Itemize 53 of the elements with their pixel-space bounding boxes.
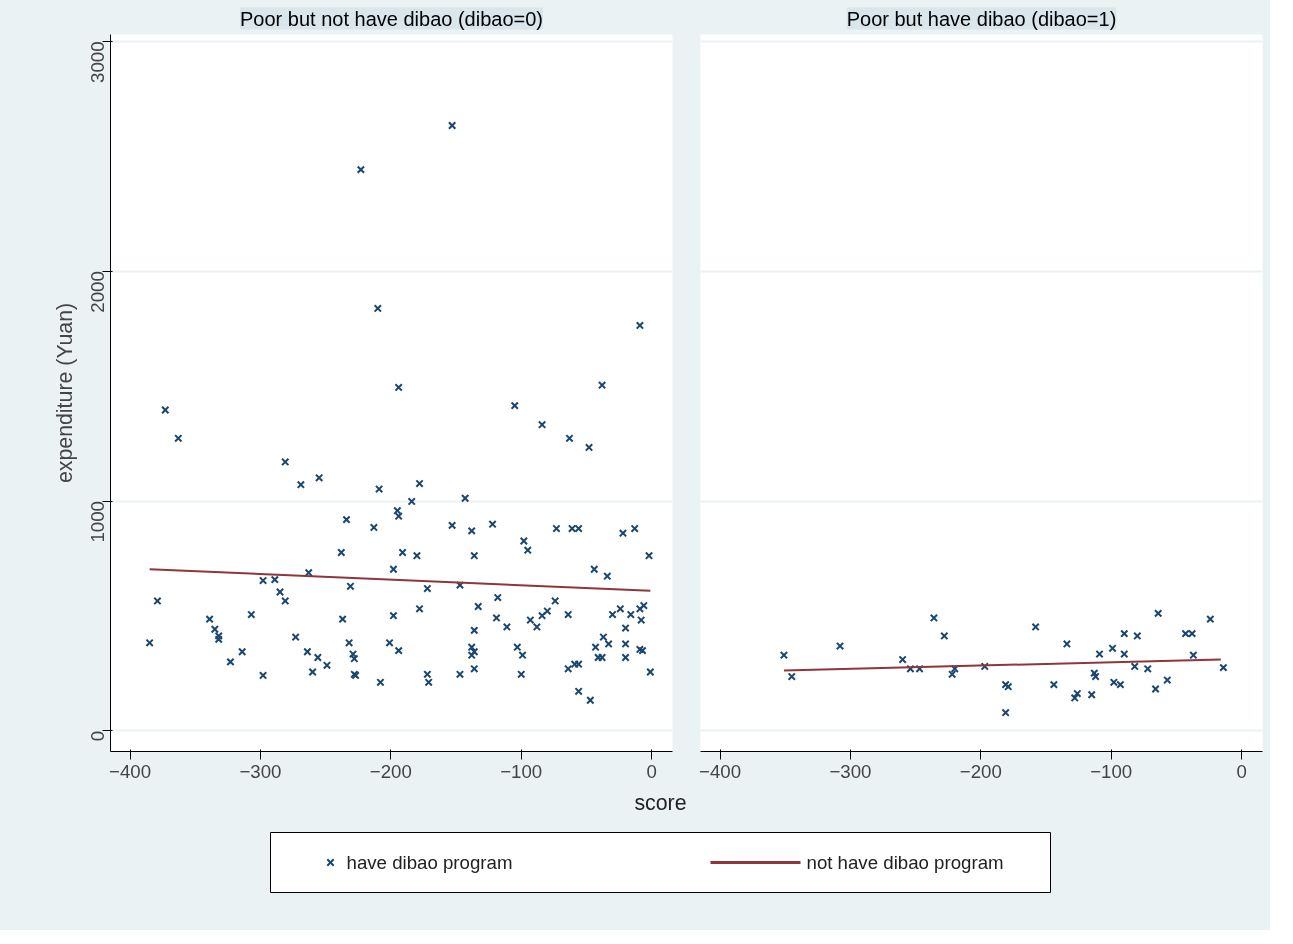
point — [1062, 639, 1072, 649]
point — [1001, 708, 1010, 717]
x-tick-label: −400 — [109, 760, 152, 782]
x-tick-label: −200 — [369, 760, 412, 782]
point — [947, 670, 957, 679]
point — [787, 672, 796, 681]
point — [1143, 664, 1152, 673]
point — [1004, 682, 1013, 691]
x-tick-label: 0 — [646, 760, 657, 782]
point — [980, 662, 989, 671]
point — [1130, 662, 1139, 671]
x-tick-label: −100 — [1090, 760, 1133, 782]
x-axis-title: score — [634, 790, 687, 815]
x-tick-label: −300 — [829, 760, 872, 782]
x-tick-label: −300 — [239, 760, 282, 782]
chart-title: Poor but have dibao (dibao=1) — [846, 7, 1117, 30]
x-tick-label: 0 — [1236, 760, 1247, 782]
point — [1219, 663, 1228, 672]
point — [1095, 649, 1104, 659]
point — [1163, 675, 1172, 685]
x-tick-label: −200 — [959, 760, 1002, 782]
point — [1001, 680, 1010, 689]
legend-label: have dibao program — [346, 852, 513, 873]
point — [1049, 680, 1059, 689]
point — [835, 641, 845, 651]
point — [1189, 651, 1198, 660]
y-tick-label: 3000 — [87, 41, 108, 83]
point — [1133, 631, 1142, 641]
x-tick-label: −100 — [500, 760, 543, 782]
point — [1073, 689, 1082, 698]
y-tick-label: 0 — [87, 730, 108, 742]
point — [940, 631, 949, 641]
point — [1070, 693, 1079, 703]
y-tick-label: 1000 — [87, 501, 108, 543]
point — [898, 655, 907, 664]
point — [1031, 622, 1040, 632]
point — [1087, 690, 1096, 699]
y-axis-title: expenditure (Yuan) — [52, 302, 77, 484]
x-tick-label: −400 — [699, 760, 742, 782]
point — [950, 664, 959, 673]
point — [779, 651, 789, 660]
point — [1091, 672, 1100, 681]
point — [1206, 614, 1215, 624]
legend-label: not have dibao program — [806, 852, 1004, 873]
point — [1108, 644, 1117, 653]
point — [1154, 609, 1163, 618]
point — [929, 613, 939, 623]
point — [1120, 629, 1129, 638]
point — [1151, 684, 1160, 694]
y-tick-label: 2000 — [87, 271, 108, 313]
point — [1090, 668, 1099, 678]
chart-title: Poor but not have dibao (dibao=0) — [240, 7, 543, 30]
point — [1120, 649, 1129, 659]
